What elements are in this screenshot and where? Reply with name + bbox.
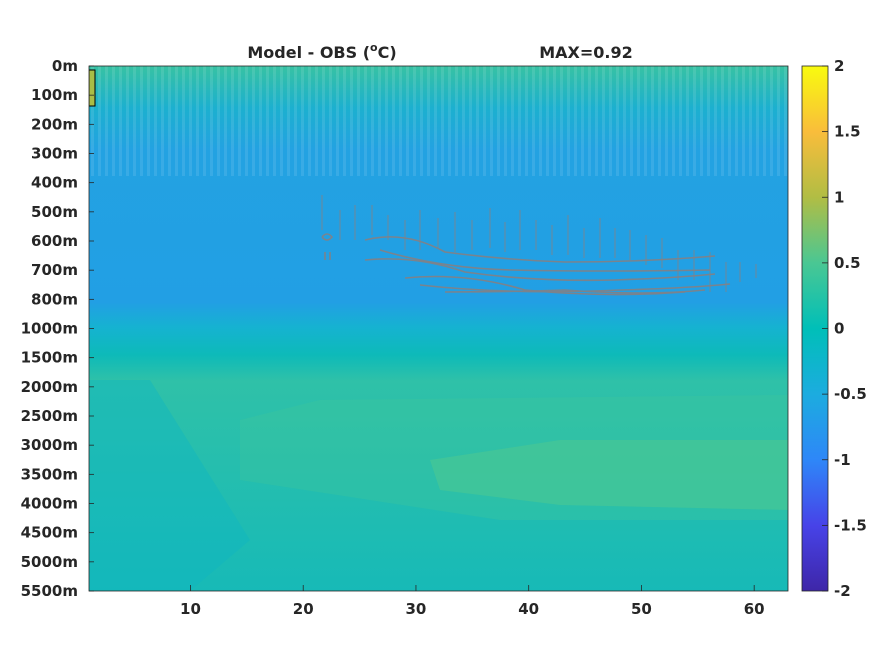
y-tick-label: 5000m xyxy=(21,553,78,571)
y-tick-label: 1500m xyxy=(21,349,78,367)
warm-core xyxy=(430,440,788,510)
chart-max-label: MAX=0.92 xyxy=(539,43,633,62)
cool-tongue xyxy=(89,380,250,591)
colorbar-tick-label: 1 xyxy=(834,188,844,206)
colorbar-tick-label: 0 xyxy=(834,320,844,338)
x-tick-label: 60 xyxy=(744,600,765,618)
colorbar-ticks: 2 1.5 1 0.5 0 -0.5 -1 -1.5 -2 xyxy=(822,57,867,600)
y-tick-label: 400m xyxy=(31,174,78,192)
contour-ticks xyxy=(321,195,757,292)
colorbar-tick-label: 1.5 xyxy=(834,123,861,141)
x-tick-label: 40 xyxy=(518,600,539,618)
chart-title: Model - OBS (oC) xyxy=(247,41,396,62)
x-tick-label: 10 xyxy=(180,600,201,618)
surface-stripes xyxy=(89,66,788,176)
y-tick-label: 300m xyxy=(31,145,78,163)
x-tick-label: 20 xyxy=(293,600,314,618)
colorbar: 2 1.5 1 0.5 0 -0.5 -1 -1.5 -2 xyxy=(801,57,867,600)
colorbar-tick-label: -1 xyxy=(834,451,851,469)
x-tick-label: 30 xyxy=(406,600,427,618)
contour-cluster xyxy=(321,233,731,296)
heatmap-field xyxy=(89,66,788,591)
left-warm-patch xyxy=(89,69,96,107)
colorbar-tick-label: 0.5 xyxy=(834,254,861,272)
y-tick-label: 700m xyxy=(31,261,78,279)
y-tick-label: 500m xyxy=(31,203,78,221)
y-tick-label: 800m xyxy=(31,290,78,308)
y-tick-label: 200m xyxy=(31,115,78,133)
colorbar-tick-label: -2 xyxy=(834,582,851,600)
y-tick-label: 4500m xyxy=(21,524,78,542)
y-tick-label: 2000m xyxy=(21,378,78,396)
y-axis: 0m 100m 200m 300m 400m 500m 600m 700m 800m 1000m 1… xyxy=(21,57,94,600)
y-tick-label: 4000m xyxy=(21,495,78,513)
y-tick-label: 3000m xyxy=(21,436,78,454)
y-tick-label: 5500m xyxy=(21,582,78,600)
y-tick-label: 2500m xyxy=(21,407,78,425)
x-tick-label: 50 xyxy=(631,600,652,618)
y-tick-label: 100m xyxy=(31,86,78,104)
y-tick-label: 0m xyxy=(52,57,78,75)
title-superscript: o xyxy=(370,41,378,54)
colorbar-tick-label: -1.5 xyxy=(834,516,867,534)
colorbar-tick-label: 2 xyxy=(834,57,844,75)
x-axis: 10 20 30 40 50 60 xyxy=(180,585,765,618)
colorbar-tick-label: -0.5 xyxy=(834,385,867,403)
y-tick-label: 600m xyxy=(31,232,78,250)
y-tick-label: 3500m xyxy=(21,465,78,483)
y-tick-label: 1000m xyxy=(21,320,78,338)
